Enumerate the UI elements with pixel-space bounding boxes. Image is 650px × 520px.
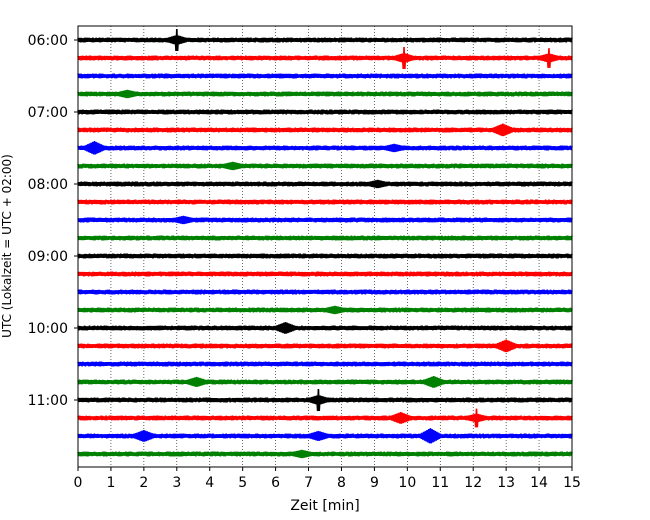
- trace-17: [77, 339, 573, 353]
- x-tick-label-5: 5: [238, 475, 247, 491]
- x-tick-label-12: 12: [464, 475, 482, 491]
- x-axis: 0 1 2 3 4 5 6 7 8 9 10 11 12 13 14 15: [74, 467, 581, 491]
- trace-layer: [77, 28, 573, 459]
- x-tick-label-15: 15: [563, 475, 581, 491]
- y-tick-label-4: 10:00: [28, 321, 68, 337]
- x-tick-label-10: 10: [398, 475, 416, 491]
- trace-16: [77, 321, 573, 334]
- x-tick-label-8: 8: [337, 475, 346, 491]
- trace-13: [77, 271, 573, 277]
- x-tick-label-3: 3: [172, 475, 181, 491]
- trace-5: [77, 123, 573, 137]
- x-tick-label-2: 2: [139, 475, 148, 491]
- y-tick-label-1: 07:00: [28, 105, 68, 121]
- y-tick-label-0: 06:00: [28, 33, 68, 49]
- trace-0: [77, 28, 573, 52]
- trace-18: [77, 361, 573, 367]
- trace-14: [77, 289, 573, 295]
- plot-frame: [77, 25, 573, 468]
- y-tick-label-3: 09:00: [28, 249, 68, 265]
- trace-21: [77, 408, 573, 428]
- trace-4: [77, 109, 573, 115]
- x-tick-label-14: 14: [530, 475, 548, 491]
- x-tick-label-1: 1: [106, 475, 115, 491]
- trace-11: [77, 235, 573, 241]
- trace-1: [77, 46, 573, 70]
- trace-23: [77, 449, 573, 459]
- trace-19: [77, 375, 573, 388]
- x-tick-label-13: 13: [497, 475, 515, 491]
- trace-12: [77, 253, 573, 259]
- trace-22: [77, 428, 573, 444]
- x-axis-label: Zeit [min]: [290, 498, 359, 514]
- trace-9: [77, 199, 573, 205]
- trace-7: [77, 161, 573, 171]
- x-tick-label-7: 7: [304, 475, 313, 491]
- x-tick-label-11: 11: [431, 475, 449, 491]
- x-tick-label-4: 4: [205, 475, 214, 491]
- trace-20: [77, 388, 573, 412]
- y-axis-label: UTC (Lokalzeit = UTC + 02:00): [0, 154, 14, 338]
- trace-10: [77, 215, 573, 225]
- x-tick-label-6: 6: [271, 475, 280, 491]
- trace-2: [77, 73, 573, 79]
- trace-6: [77, 141, 573, 155]
- x-tick-label-9: 9: [370, 475, 379, 491]
- x-tick-label-0: 0: [74, 475, 83, 491]
- trace-15: [77, 305, 573, 315]
- trace-8: [77, 179, 573, 189]
- y-tick-label-5: 11:00: [28, 393, 68, 409]
- y-axis: 06:00 07:00 08:00 09:00 10:00 11:00: [28, 33, 78, 409]
- trace-3: [77, 89, 573, 99]
- y-tick-label-2: 08:00: [28, 177, 68, 193]
